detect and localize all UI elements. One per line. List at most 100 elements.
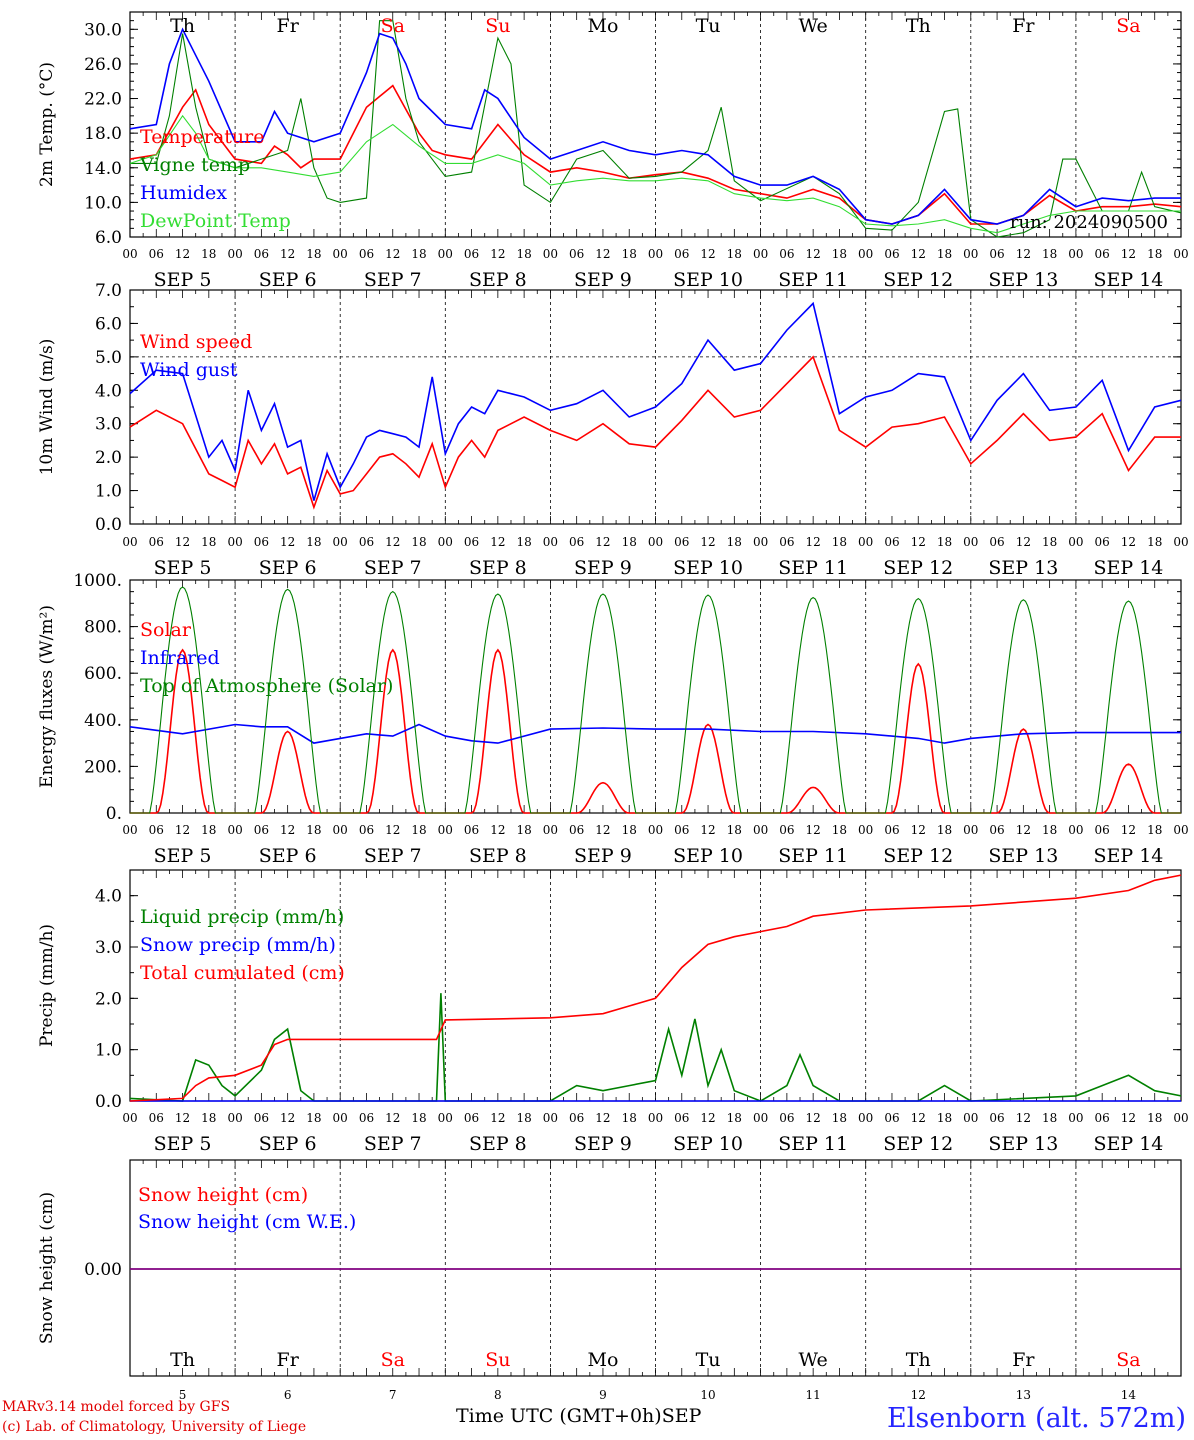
hour-tick-label: 06 — [359, 535, 374, 549]
hour-tick-label: 06 — [359, 823, 374, 837]
hour-tick-label: 18 — [937, 823, 952, 837]
hour-tick-label: 12 — [806, 535, 821, 549]
hour-tick-label: 18 — [516, 247, 531, 261]
hour-tick-label: 06 — [464, 535, 479, 549]
hour-tick-label: 18 — [727, 247, 742, 261]
plot-frame — [129, 11, 1182, 238]
hour-tick-label: 00 — [122, 1111, 137, 1125]
y-tick-label: 0.0 — [95, 1092, 122, 1112]
y-tick-label: 400. — [84, 711, 122, 731]
hour-tick-label: 18 — [306, 1111, 321, 1125]
hour-tick-label: 00 — [648, 535, 663, 549]
y-tick-label: 18.0 — [84, 124, 122, 144]
day-number: 6 — [284, 1388, 292, 1402]
y-tick-label: 2.0 — [95, 448, 122, 468]
hour-tick-label: 18 — [727, 535, 742, 549]
hour-tick-label: 06 — [884, 823, 899, 837]
x-axis-title-text: Time UTC (GMT+0h) — [456, 1405, 662, 1427]
hour-tick-label: 06 — [569, 1111, 584, 1125]
hour-tick-label: 06 — [359, 247, 374, 261]
day-number: 10 — [700, 1388, 715, 1402]
model-credit: MARv3.14 model forced by GFS — [2, 1399, 231, 1415]
day-number: 12 — [911, 1388, 926, 1402]
date-label: SEP 5 — [154, 557, 212, 579]
series-line-dewpoint-temp — [129, 114, 1181, 234]
hour-tick-label: 00 — [543, 247, 558, 261]
date-label: SEP 14 — [1094, 557, 1164, 579]
hour-tick-label: 12 — [911, 823, 926, 837]
hour-tick-label: 18 — [516, 1111, 531, 1125]
date-label: SEP 5 — [154, 269, 212, 291]
day-number: 7 — [389, 1388, 397, 1402]
hour-tick-label: 06 — [149, 823, 164, 837]
date-label: SEP 10 — [673, 1133, 743, 1155]
day-name: Tu — [696, 15, 721, 37]
y-tick-label: 4.0 — [95, 887, 122, 907]
series-line-infrared — [129, 723, 1181, 744]
y-axis-label: 2m Temp. (°C) — [37, 62, 57, 187]
hour-tick-label: 18 — [306, 535, 321, 549]
panel-3 — [129, 579, 1182, 814]
hour-tick-label: 18 — [1147, 247, 1162, 261]
date-label: SEP 5 — [154, 845, 212, 867]
date-label: SEP 7 — [364, 269, 422, 291]
run-label: run: 2024090500 — [1010, 212, 1168, 233]
hour-tick-label: 12 — [385, 247, 400, 261]
hour-tick-label: 06 — [464, 1111, 479, 1125]
legend-entry: Vigne temp — [139, 154, 250, 176]
hour-tick-label: 00 — [438, 247, 453, 261]
y-tick-label: 0.0 — [95, 515, 122, 535]
hour-tick-label: 18 — [1042, 535, 1057, 549]
series-line-total-cumulated-cm- — [129, 874, 1182, 1102]
legend-entry: Top of Atmosphere (Solar) — [140, 675, 393, 697]
day-name: Sa — [381, 15, 405, 37]
hour-tick-label: 00 — [543, 823, 558, 837]
hour-tick-label: 06 — [149, 247, 164, 261]
legend-entry: Wind gust — [140, 359, 238, 381]
y-tick-label: 800. — [84, 618, 122, 638]
hour-tick-label: 06 — [464, 823, 479, 837]
hour-tick-label: 12 — [385, 1111, 400, 1125]
hour-tick-label: 06 — [884, 1111, 899, 1125]
hour-tick-label: 18 — [622, 1111, 637, 1125]
series-line-liquid-precip-mm-h- — [129, 993, 1182, 1102]
y-axis-label: Precip (mm/h) — [37, 924, 57, 1047]
date-label: SEP 10 — [673, 269, 743, 291]
hour-tick-label: 12 — [911, 247, 926, 261]
day-name: Th — [170, 1349, 195, 1371]
day-number: 11 — [806, 1388, 821, 1402]
station-name: Elsenborn (alt. 572m) — [887, 1403, 1186, 1434]
hour-tick-label: 12 — [595, 1111, 610, 1125]
hour-tick-label: 12 — [806, 1111, 821, 1125]
series-line-wind-gust — [129, 301, 1182, 501]
hour-tick-label: 06 — [569, 535, 584, 549]
hour-tick-label: 12 — [806, 823, 821, 837]
hour-tick-label: 06 — [989, 1111, 1004, 1125]
hour-tick-label: 12 — [1016, 535, 1031, 549]
day-name: We — [799, 15, 828, 37]
y-tick-label: 0.00 — [84, 1260, 122, 1280]
day-name: Th — [906, 1349, 931, 1371]
date-label: SEP 8 — [469, 557, 527, 579]
hour-tick-label: 12 — [175, 535, 190, 549]
y-tick-label: 7.0 — [95, 281, 122, 301]
hour-tick-label: 18 — [201, 247, 216, 261]
date-label: SEP 6 — [259, 557, 317, 579]
hour-tick-label: 06 — [359, 1111, 374, 1125]
legend-entry: Snow precip (mm/h) — [140, 934, 336, 956]
day-name: Th — [906, 15, 931, 37]
date-label: SEP 9 — [574, 1133, 632, 1155]
hour-tick-label: 12 — [911, 535, 926, 549]
date-label: SEP 9 — [574, 845, 632, 867]
hour-tick-label: 18 — [832, 535, 847, 549]
y-axis-label: 10m Wind (m/s) — [37, 339, 57, 476]
panel-4 — [129, 869, 1182, 1102]
hour-tick-label: 00 — [1068, 535, 1083, 549]
hour-tick-label: 12 — [1121, 535, 1136, 549]
y-tick-label: 0. — [106, 804, 122, 824]
hour-tick-label: 18 — [306, 823, 321, 837]
day-name: Sa — [1116, 15, 1140, 37]
series-line-top-of-atmosphere-solar- — [130, 586, 1181, 814]
y-tick-label: 30.0 — [84, 20, 122, 40]
date-label: SEP 13 — [988, 1133, 1058, 1155]
